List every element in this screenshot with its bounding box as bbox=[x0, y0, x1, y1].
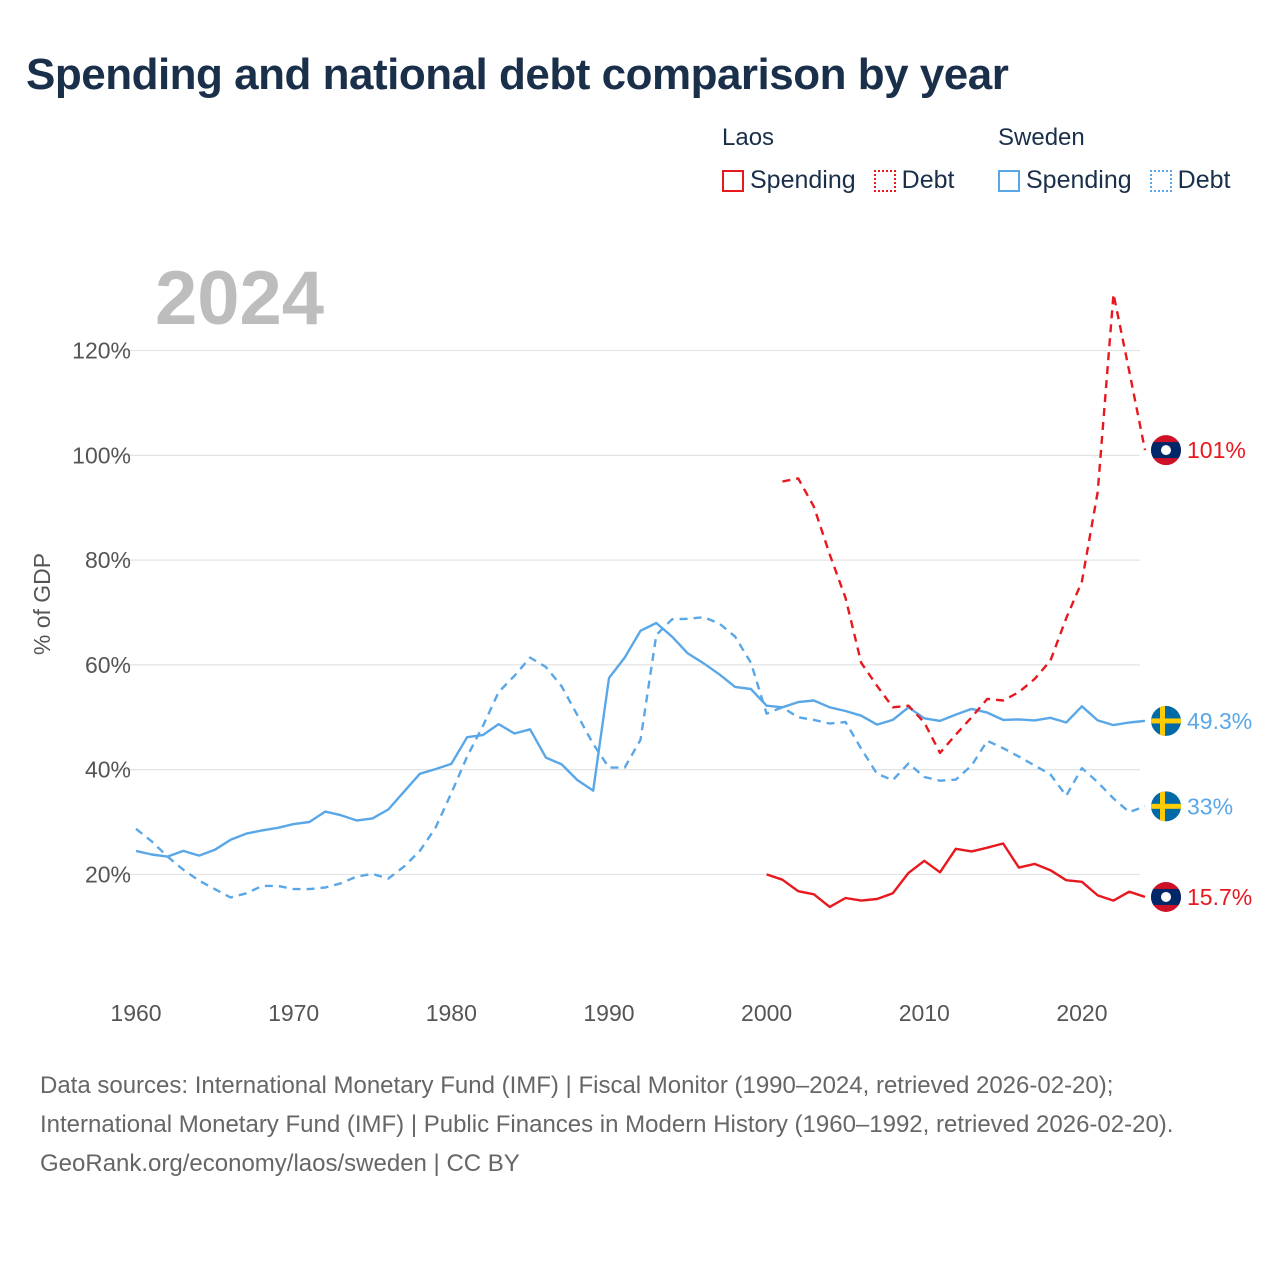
x-tick-label: 2020 bbox=[1056, 1000, 1107, 1026]
laos-flag-icon bbox=[1151, 881, 1181, 912]
credit-link[interactable]: GeoRank.org/economy/laos/sweden | CC BY bbox=[40, 1150, 520, 1177]
x-tick-label: 1970 bbox=[268, 1000, 319, 1026]
y-tick-label: 120% bbox=[72, 338, 131, 364]
y-tick-label: 20% bbox=[85, 861, 131, 887]
x-tick-label: 1990 bbox=[583, 1000, 634, 1026]
legend-solid-swatch bbox=[722, 169, 744, 192]
sweden-flag-icon bbox=[1151, 791, 1181, 822]
y-axis-label: % of GDP bbox=[29, 553, 55, 655]
legend-label: Debt bbox=[901, 166, 955, 194]
legend-sweden-spending[interactable]: Spending bbox=[998, 166, 1132, 195]
line-chart: 2024 20% 40% 60% 80% 100% 120% 1960 1970 1980 19… bbox=[29, 256, 1252, 1026]
sweden-flag-icon bbox=[1151, 705, 1181, 736]
series-line-laos-debt[interactable] bbox=[782, 292, 1147, 755]
legend-dotted-swatch bbox=[1149, 169, 1172, 192]
y-tick-label: 80% bbox=[85, 547, 131, 573]
end-value-label: 15.7% bbox=[1187, 884, 1252, 910]
legend-dotted-swatch bbox=[873, 169, 896, 192]
legend-solid-swatch bbox=[998, 169, 1020, 192]
legend-laos-debt[interactable]: Debt bbox=[873, 166, 955, 195]
y-tick-label: 40% bbox=[85, 757, 131, 783]
y-tick-label: 100% bbox=[72, 442, 131, 468]
laos-flag-icon bbox=[1151, 435, 1181, 466]
chart-title: Spending and national debt comparison by… bbox=[26, 50, 1009, 99]
data-sources-text: Data sources: International Monetary Fun… bbox=[40, 1072, 1174, 1138]
legend-group-name: Laos bbox=[722, 124, 775, 151]
y-tick-label: 60% bbox=[85, 652, 131, 678]
series-line-sweden-debt[interactable] bbox=[135, 616, 1146, 899]
legend-sweden-debt[interactable]: Debt bbox=[1149, 166, 1231, 195]
year-watermark: 2024 bbox=[155, 256, 324, 341]
end-value-label: 49.3% bbox=[1187, 708, 1252, 734]
legend-label: Debt bbox=[1177, 166, 1231, 194]
end-value-label: 101% bbox=[1187, 437, 1246, 463]
legend-group-name: Sweden bbox=[998, 124, 1085, 151]
x-tick-label: 2000 bbox=[741, 1000, 792, 1026]
legend-laos-spending[interactable]: Spending bbox=[722, 166, 856, 195]
x-tick-label: 2010 bbox=[899, 1000, 950, 1026]
legend-label: Spending bbox=[1026, 166, 1132, 194]
series-line-laos-spending[interactable] bbox=[766, 842, 1146, 909]
footer: Data sources: International Monetary Fun… bbox=[40, 1066, 1240, 1183]
legend-group-sweden: Sweden Spending Debt bbox=[998, 124, 1230, 195]
legend-group-laos: Laos Spending Debt bbox=[722, 124, 954, 195]
end-value-label: 33% bbox=[1187, 793, 1233, 819]
x-tick-label: 1980 bbox=[426, 1000, 477, 1026]
legend-label: Spending bbox=[750, 166, 856, 194]
x-tick-label: 1960 bbox=[110, 1000, 161, 1026]
